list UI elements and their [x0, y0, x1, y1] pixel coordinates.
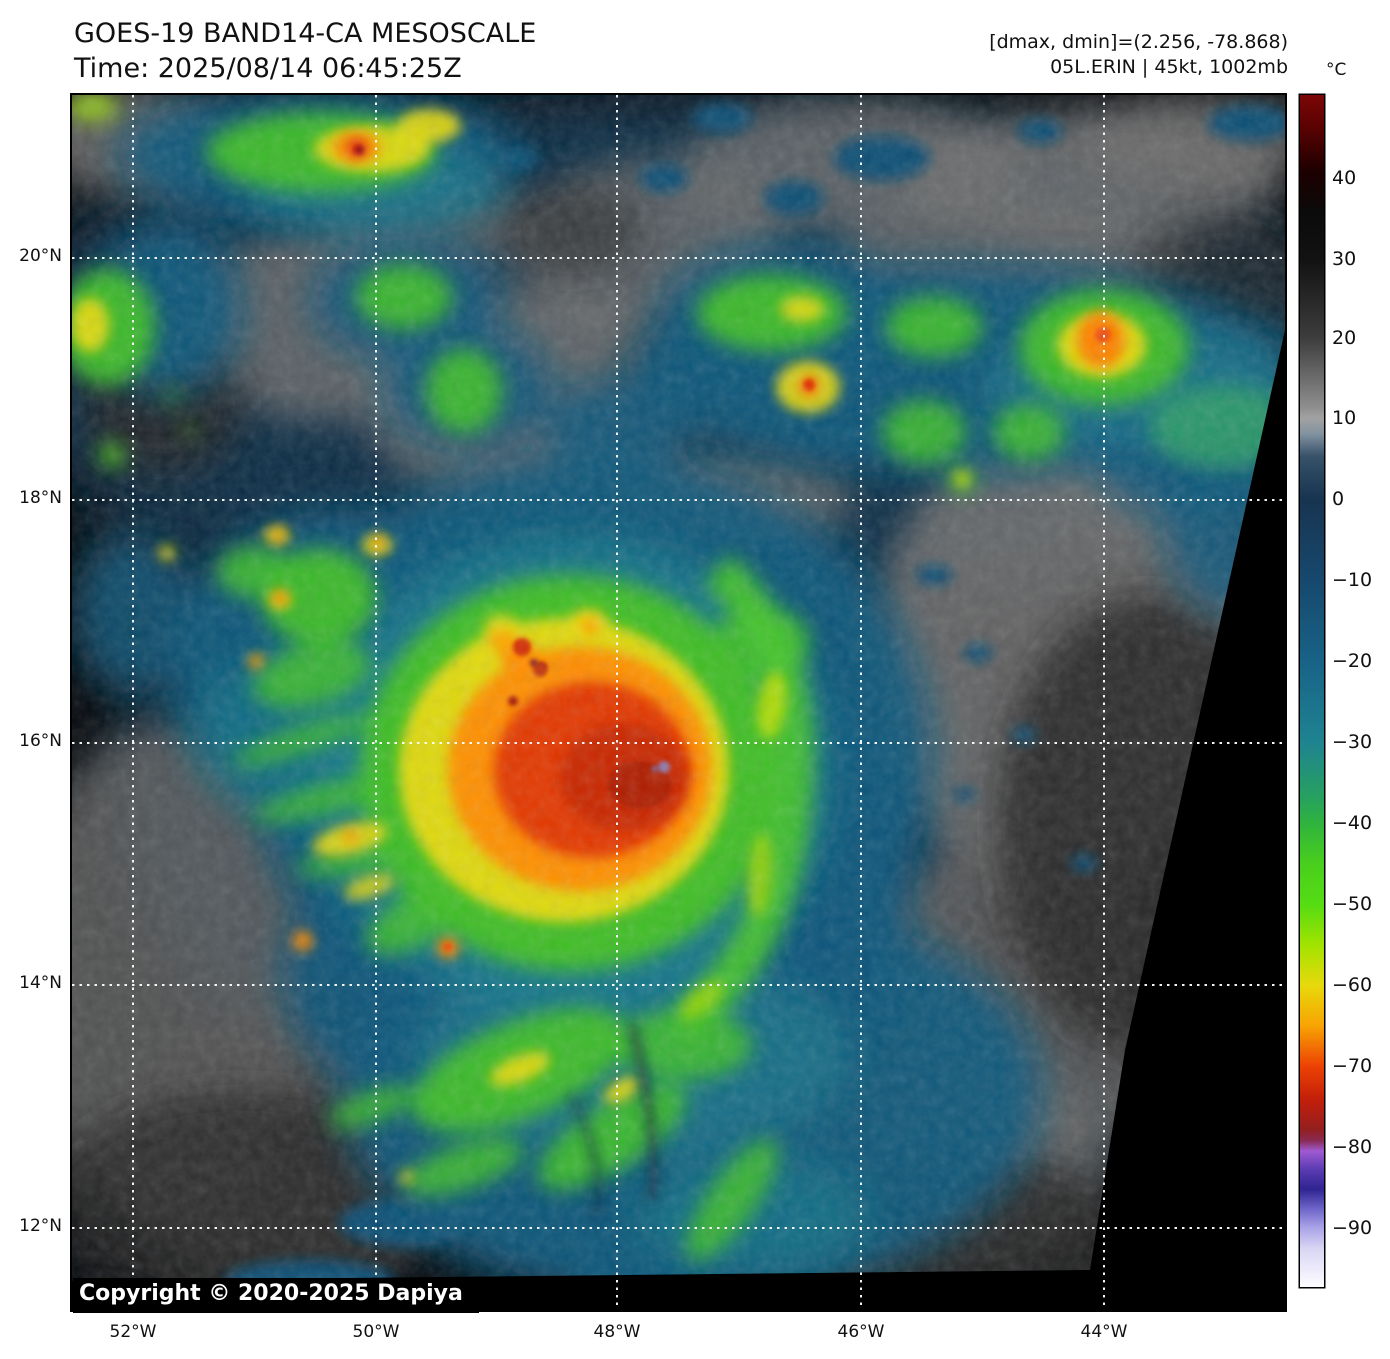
colorbar-tick-n30: −30 — [1332, 731, 1373, 753]
colorbar-tick-n50: −50 — [1332, 893, 1373, 915]
lon-label-44w: 44°W — [1080, 1322, 1128, 1342]
storm-intensity-readout: 05L.ERIN | 45kt, 1002mb — [1050, 56, 1288, 78]
lat-label-14n: 14°N — [19, 973, 62, 993]
lat-label-20n: 20°N — [19, 246, 62, 266]
colorbar-tick-10: 10 — [1332, 407, 1357, 429]
colorbar-tick-n40: −40 — [1332, 812, 1373, 834]
satellite-image — [72, 95, 1285, 1310]
dmax-dmin-readout: [dmax, dmin]=(2.256, -78.868) — [989, 31, 1288, 53]
temperature-colorbar — [1300, 95, 1324, 1287]
lon-label-52w: 52°W — [109, 1322, 157, 1342]
lon-label-48w: 48°W — [593, 1322, 641, 1342]
colorbar-tick-40: 40 — [1332, 167, 1357, 189]
lat-label-16n: 16°N — [19, 731, 62, 751]
colorbar-tick-0: 0 — [1332, 488, 1345, 510]
colorbar-tick-n20: −20 — [1332, 650, 1373, 672]
copyright-watermark: Copyright © 2020-2025 Dapiya — [73, 1278, 479, 1313]
satellite-map: Copyright © 2020-2025 Dapiya — [72, 95, 1285, 1313]
colorbar-tick-n90: −90 — [1332, 1217, 1373, 1239]
lat-label-12n: 12°N — [19, 1216, 62, 1236]
colorbar-tick-n70: −70 — [1332, 1055, 1373, 1077]
colorbar-unit-label: °C — [1326, 60, 1347, 80]
plot-header: GOES-19 BAND14-CA MESOSCALE Time: 2025/0… — [74, 16, 536, 86]
colorbar-tick-n10: −10 — [1332, 569, 1373, 591]
plot-timestamp: Time: 2025/08/14 06:45:25Z — [74, 53, 462, 84]
colorbar-tick-n60: −60 — [1332, 974, 1373, 996]
noise-texture — [72, 95, 1285, 1281]
lon-label-50w: 50°W — [352, 1322, 400, 1342]
colorbar-tick-20: 20 — [1332, 327, 1357, 349]
info-panel: [dmax, dmin]=(2.256, -78.868) 05L.ERIN |… — [989, 30, 1288, 80]
colorbar-tick-30: 30 — [1332, 248, 1357, 270]
lon-label-46w: 46°W — [837, 1322, 885, 1342]
colorbar-tick-n80: −80 — [1332, 1136, 1373, 1158]
plot-title: GOES-19 BAND14-CA MESOSCALE — [74, 18, 537, 49]
lat-label-18n: 18°N — [19, 488, 62, 508]
